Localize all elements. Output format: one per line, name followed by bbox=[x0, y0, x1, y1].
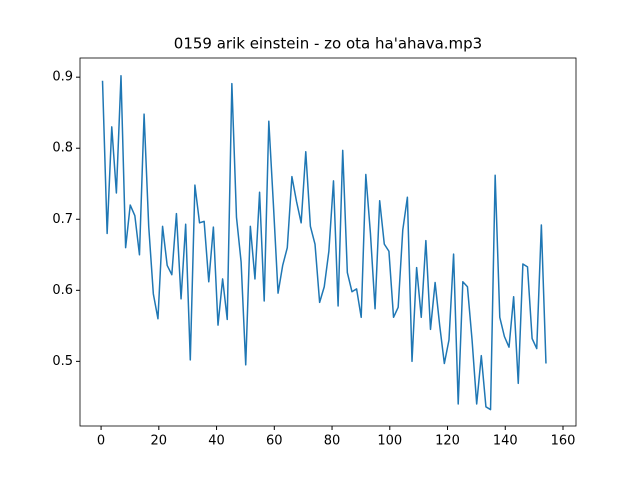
x-tick-label: 80 bbox=[324, 434, 341, 449]
y-tick-label: 0.5 bbox=[52, 354, 73, 369]
x-tick-label: 120 bbox=[435, 434, 460, 449]
x-tick-label: 140 bbox=[493, 434, 518, 449]
data-line bbox=[101, 75, 547, 411]
x-tick-label: 40 bbox=[208, 434, 225, 449]
y-tick-label: 0.8 bbox=[52, 141, 73, 156]
axes-frame bbox=[79, 57, 577, 427]
x-tick-label: 0 bbox=[97, 434, 105, 449]
y-tick-label: 0.7 bbox=[52, 212, 73, 227]
chart-title: 0159 arik einstein - zo ota ha'ahava.mp3 bbox=[174, 35, 482, 53]
x-tick-label: 60 bbox=[266, 434, 283, 449]
x-tick-label: 100 bbox=[377, 434, 402, 449]
x-tick-label: 160 bbox=[551, 434, 576, 449]
x-tick-label: 20 bbox=[151, 434, 168, 449]
y-tick-label: 0.9 bbox=[52, 70, 73, 85]
y-tick-label: 0.6 bbox=[52, 283, 73, 298]
